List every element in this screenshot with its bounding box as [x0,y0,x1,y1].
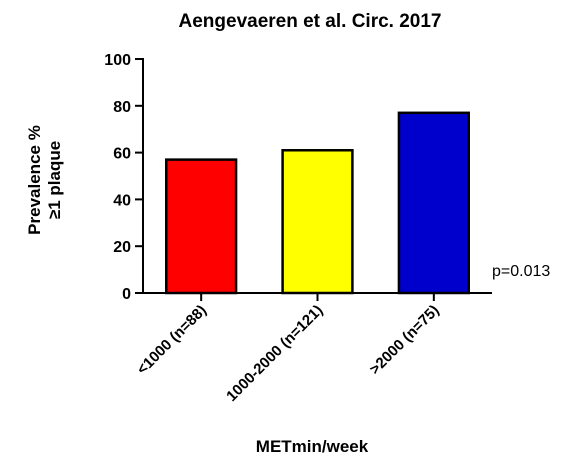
y-axis: 0 20 40 60 80 100 [104,52,144,303]
y-tick-label: 60 [113,146,131,163]
p-value-annotation: p=0.013 [492,263,550,280]
y-axis-title: Prevalence % ≥1 plaque [25,125,64,235]
bars [165,111,470,295]
x-axis-title: METmin/week [256,437,369,456]
chart-title: Aengevaeren et al. Circ. 2017 [179,11,442,32]
y-axis-title-line-1: Prevalence % [25,125,44,235]
x-tick-label: <1000 (n=88) [134,302,210,378]
y-axis-title-line-2: ≥1 plaque [45,141,64,219]
bar [397,111,470,295]
y-tick-label: 20 [113,239,131,256]
x-tick-label: 1000-2000 (n=121) [223,302,326,405]
y-tick-label: 40 [113,192,131,209]
x-tick-label: >2000 (n=75) [366,302,442,378]
bar [281,149,354,295]
x-axis: <1000 (n=88) 1000-2000 (n=121) >2000 (n=75… [134,292,492,405]
y-tick-label: 80 [113,99,131,116]
bar [165,158,238,295]
y-tick-label: 100 [104,52,131,69]
y-tick-label: 0 [122,286,131,303]
